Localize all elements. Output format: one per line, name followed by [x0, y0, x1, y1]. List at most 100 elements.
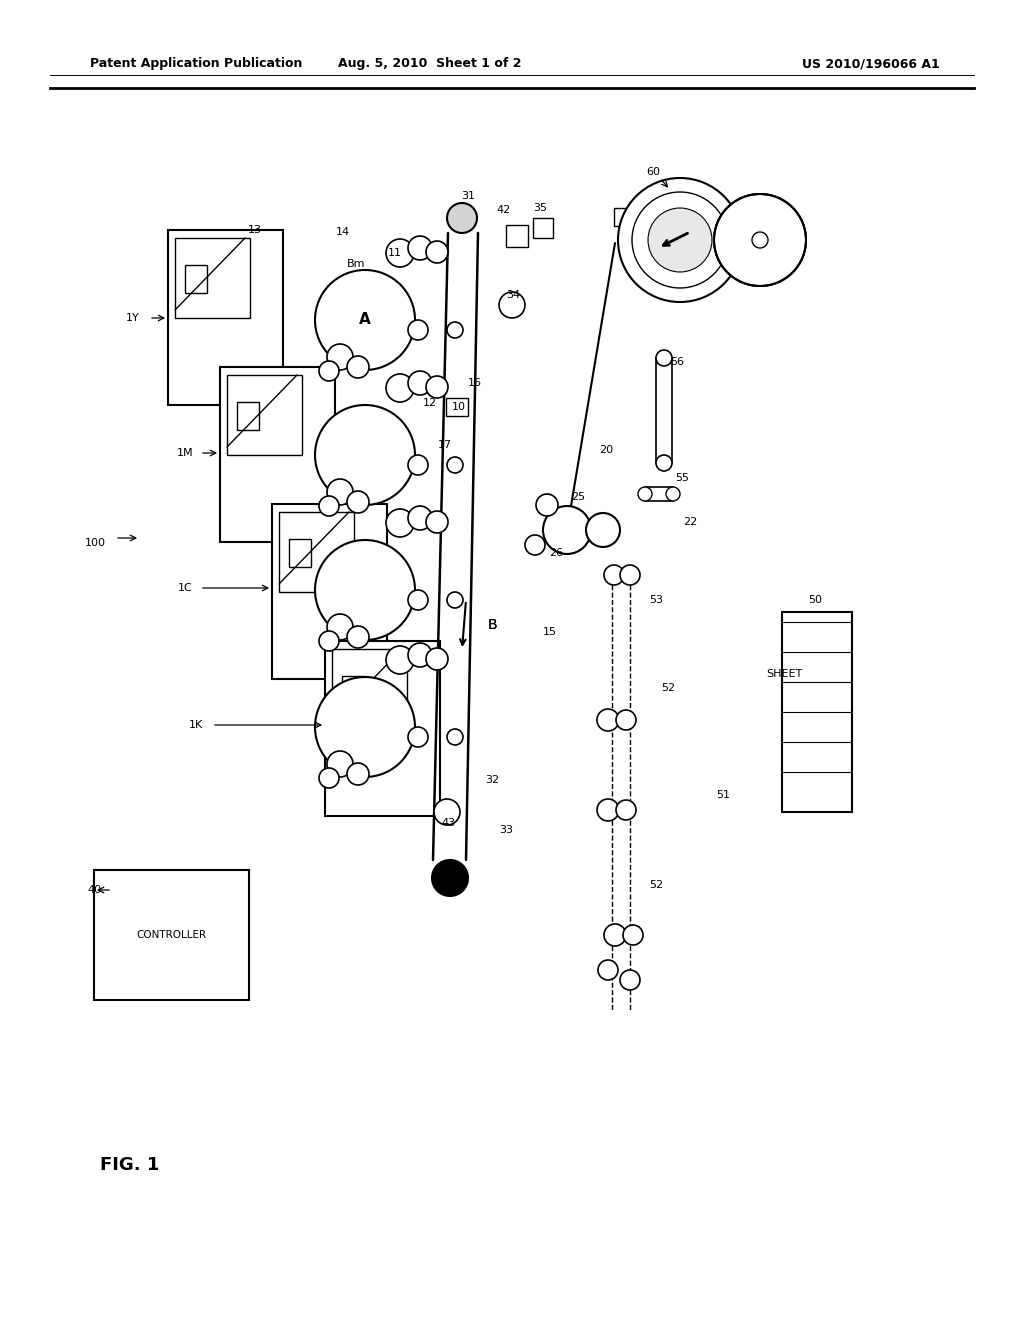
Circle shape — [408, 590, 428, 610]
Circle shape — [616, 800, 636, 820]
Circle shape — [623, 925, 643, 945]
Text: 1C: 1C — [177, 583, 193, 593]
Bar — [220, 367, 335, 543]
Text: 51: 51 — [716, 789, 730, 800]
Circle shape — [656, 350, 672, 366]
Bar — [330, 579, 348, 597]
Circle shape — [319, 768, 339, 788]
Text: 52: 52 — [649, 880, 664, 890]
Text: 40: 40 — [88, 884, 102, 895]
Bar — [168, 230, 283, 405]
Circle shape — [386, 510, 414, 537]
Bar — [185, 265, 207, 293]
Circle shape — [666, 487, 680, 502]
Text: 31: 31 — [461, 191, 475, 201]
Circle shape — [632, 191, 728, 288]
Text: 43: 43 — [441, 818, 455, 828]
Bar — [782, 612, 852, 812]
Bar — [237, 403, 259, 430]
Circle shape — [598, 960, 618, 979]
Text: 25: 25 — [571, 492, 585, 502]
Circle shape — [408, 371, 432, 395]
Circle shape — [499, 292, 525, 318]
Circle shape — [648, 209, 712, 272]
Bar — [175, 238, 250, 318]
Circle shape — [386, 239, 414, 267]
Bar — [289, 539, 311, 568]
Text: 12: 12 — [423, 399, 437, 408]
Text: 100: 100 — [85, 539, 105, 548]
Text: 22: 22 — [683, 517, 697, 527]
Text: Patent Application Publication: Patent Application Publication — [90, 58, 302, 70]
Bar — [342, 676, 364, 704]
Text: 11: 11 — [388, 248, 402, 257]
Circle shape — [447, 203, 477, 234]
Bar — [330, 444, 348, 462]
Circle shape — [752, 232, 768, 248]
Circle shape — [586, 513, 620, 546]
Text: B: B — [487, 618, 497, 632]
Circle shape — [620, 565, 640, 585]
Text: B: B — [487, 618, 497, 632]
Circle shape — [347, 763, 369, 785]
Text: 16: 16 — [468, 378, 482, 388]
Circle shape — [315, 271, 415, 370]
Circle shape — [319, 496, 339, 516]
Text: 20: 20 — [599, 445, 613, 455]
Bar — [446, 399, 468, 416]
Circle shape — [434, 799, 460, 825]
Circle shape — [408, 643, 432, 667]
Circle shape — [447, 591, 463, 609]
Circle shape — [447, 729, 463, 744]
Bar — [332, 649, 407, 729]
Text: A: A — [359, 313, 371, 327]
Text: 15: 15 — [543, 627, 557, 638]
Text: Aug. 5, 2010  Sheet 1 of 2: Aug. 5, 2010 Sheet 1 of 2 — [338, 58, 522, 70]
Circle shape — [620, 970, 640, 990]
Circle shape — [327, 751, 353, 777]
Text: 55: 55 — [675, 473, 689, 483]
Text: 50: 50 — [808, 595, 822, 605]
Circle shape — [426, 511, 449, 533]
Text: 14: 14 — [336, 227, 350, 238]
Circle shape — [536, 494, 558, 516]
Text: 10: 10 — [452, 403, 466, 412]
Text: SHEET: SHEET — [766, 669, 802, 678]
Bar — [279, 512, 354, 591]
Bar — [506, 224, 528, 247]
Circle shape — [315, 677, 415, 777]
Circle shape — [408, 455, 428, 475]
Text: 33: 33 — [499, 825, 513, 836]
Text: FIG. 1: FIG. 1 — [100, 1156, 160, 1173]
Text: 53: 53 — [649, 595, 663, 605]
Text: CONTROLLER: CONTROLLER — [136, 931, 206, 940]
Circle shape — [432, 861, 468, 896]
Circle shape — [604, 565, 624, 585]
Text: 13: 13 — [248, 224, 262, 235]
Circle shape — [327, 479, 353, 506]
Circle shape — [347, 491, 369, 513]
Circle shape — [408, 319, 428, 341]
Text: 42: 42 — [497, 205, 511, 215]
Text: 1K: 1K — [188, 719, 203, 730]
Text: 1Y: 1Y — [126, 313, 140, 323]
Circle shape — [426, 648, 449, 671]
Circle shape — [347, 356, 369, 378]
Circle shape — [319, 631, 339, 651]
Circle shape — [327, 345, 353, 370]
Circle shape — [386, 374, 414, 403]
Bar — [330, 715, 348, 734]
Circle shape — [447, 322, 463, 338]
Circle shape — [386, 645, 414, 675]
Bar — [325, 642, 440, 816]
Bar — [272, 504, 387, 678]
Text: 56: 56 — [670, 356, 684, 367]
Circle shape — [656, 455, 672, 471]
Circle shape — [616, 710, 636, 730]
Circle shape — [597, 709, 618, 731]
Circle shape — [714, 194, 806, 286]
Circle shape — [597, 799, 618, 821]
Text: 26: 26 — [549, 548, 563, 558]
Circle shape — [315, 405, 415, 506]
Circle shape — [408, 727, 428, 747]
